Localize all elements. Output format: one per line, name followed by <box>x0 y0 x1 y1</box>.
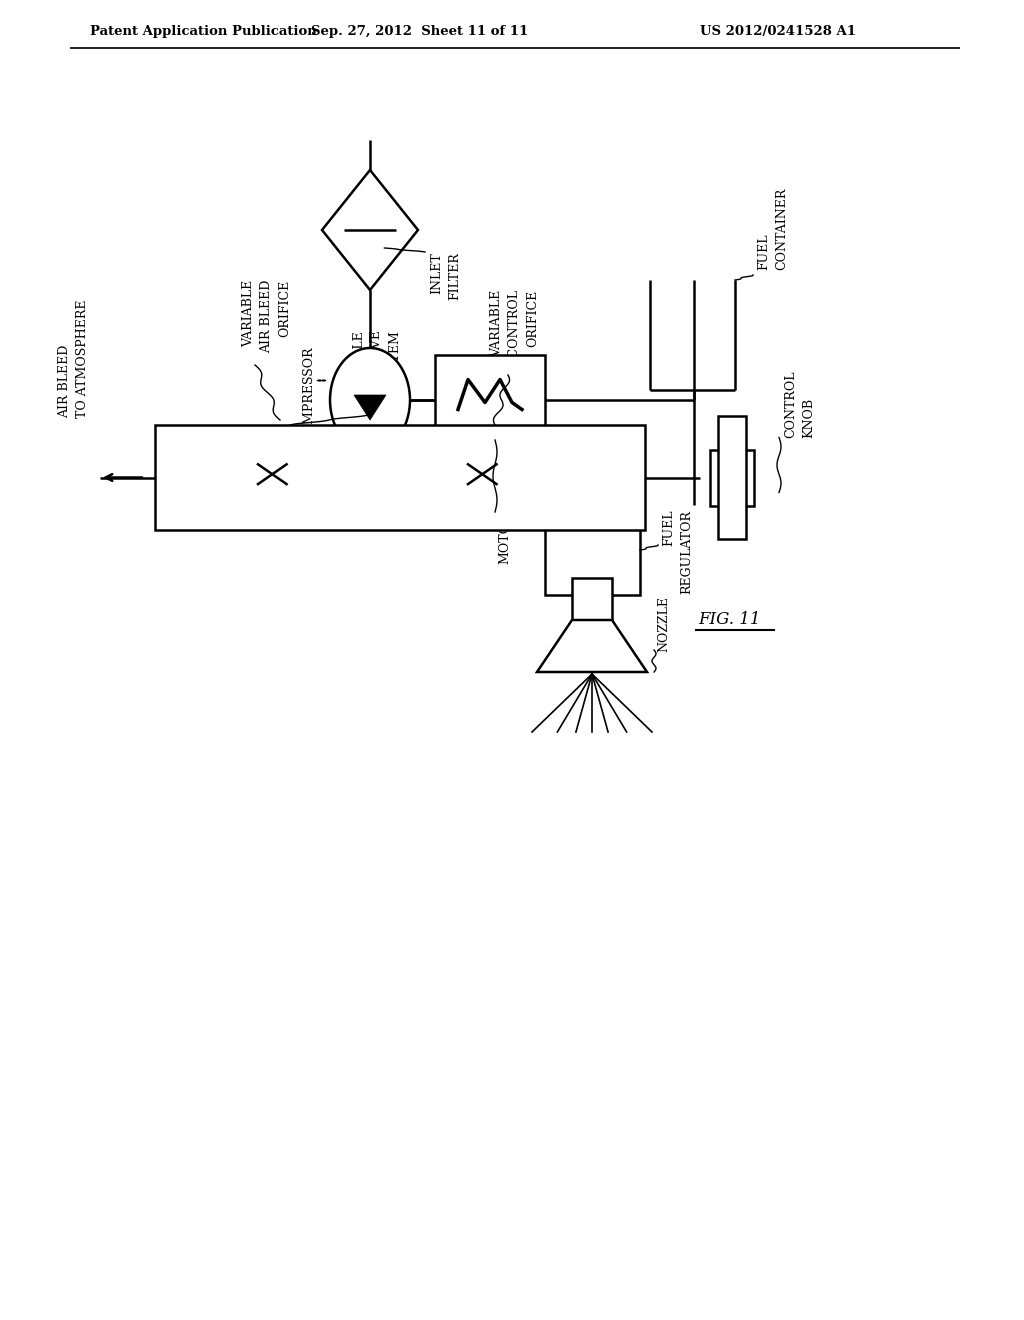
Text: KNOB: KNOB <box>802 397 815 437</box>
Bar <box>718 416 745 539</box>
Text: FIG. 11: FIG. 11 <box>698 611 761 628</box>
Bar <box>545 506 640 595</box>
Text: Patent Application Publication: Patent Application Publication <box>90 25 316 38</box>
Text: VALVE: VALVE <box>370 330 383 372</box>
Text: ORIFICE: ORIFICE <box>526 290 539 347</box>
Text: NEEDLE: NEEDLE <box>352 330 365 387</box>
Text: NOZZLE: NOZZLE <box>657 597 670 652</box>
Text: ORIFICE: ORIFICE <box>278 280 291 337</box>
Text: VARIABLE: VARIABLE <box>242 280 255 347</box>
Bar <box>710 450 754 506</box>
Text: AIR BLEED: AIR BLEED <box>260 280 273 354</box>
Text: FUEL: FUEL <box>662 510 675 546</box>
Text: VARIABLE: VARIABLE <box>490 290 503 358</box>
Bar <box>435 355 545 440</box>
Text: MOTOR: MOTOR <box>498 512 511 564</box>
Text: COMPRESSOR: COMPRESSOR <box>302 347 315 444</box>
Polygon shape <box>537 620 647 672</box>
Text: CONTAINER: CONTAINER <box>775 187 788 271</box>
Text: AIR BLEED: AIR BLEED <box>58 345 72 417</box>
Text: CONTROL: CONTROL <box>784 370 797 437</box>
Text: FUEL: FUEL <box>757 234 770 271</box>
Text: US 2012/0241528 A1: US 2012/0241528 A1 <box>700 25 856 38</box>
Polygon shape <box>354 395 386 420</box>
Text: FILTER: FILTER <box>449 252 461 300</box>
Polygon shape <box>322 170 418 290</box>
Bar <box>572 578 612 620</box>
Bar <box>155 425 645 531</box>
Text: Sep. 27, 2012  Sheet 11 of 11: Sep. 27, 2012 Sheet 11 of 11 <box>311 25 528 38</box>
Ellipse shape <box>330 348 410 451</box>
Text: FUEL CONTROL: FUEL CONTROL <box>508 290 521 399</box>
Text: STEM: STEM <box>388 330 401 368</box>
Text: REGULATOR: REGULATOR <box>680 510 693 594</box>
Text: INLET: INLET <box>430 252 443 294</box>
Text: TO ATMOSPHERE: TO ATMOSPHERE <box>77 300 89 417</box>
